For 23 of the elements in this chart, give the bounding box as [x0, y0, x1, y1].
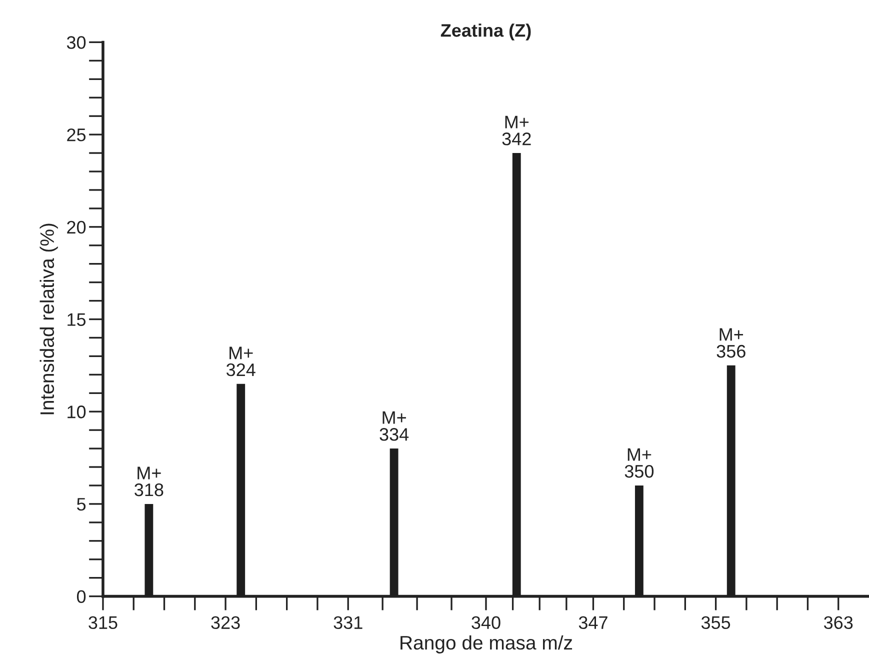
data-label: M+ 324 — [226, 346, 256, 376]
x-axis-title: Rango de masa m/z — [400, 635, 572, 654]
x-tick-label: 323 — [211, 616, 240, 630]
y-tick-label: 0 — [76, 590, 86, 604]
data-label: M+ 356 — [716, 328, 746, 358]
x-tick-label: 347 — [578, 616, 608, 630]
x-tick-label: 315 — [88, 616, 118, 630]
y-tick-label: 25 — [67, 128, 86, 142]
y-axis-title: Intensidad relativa (%) — [40, 224, 58, 414]
x-tick-label: 355 — [701, 616, 730, 630]
y-tick-label: 30 — [66, 36, 86, 49]
data-label: M+ 350 — [624, 448, 654, 478]
data-label: M+ 318 — [134, 466, 164, 496]
x-tick-label: 340 — [472, 616, 500, 630]
chart-title: Zeatina (Z) — [440, 24, 531, 40]
y-tick-label: 10 — [68, 406, 86, 418]
x-tick-label: 363 — [824, 616, 853, 630]
y-tick-label: 15 — [68, 313, 86, 326]
y-tick-label: 20 — [67, 220, 86, 234]
data-label: M+ 342 — [502, 116, 531, 146]
data-label: M+ 334 — [380, 411, 409, 441]
x-tick-label: 331 — [334, 616, 362, 630]
y-tick-label: 5 — [76, 498, 86, 511]
